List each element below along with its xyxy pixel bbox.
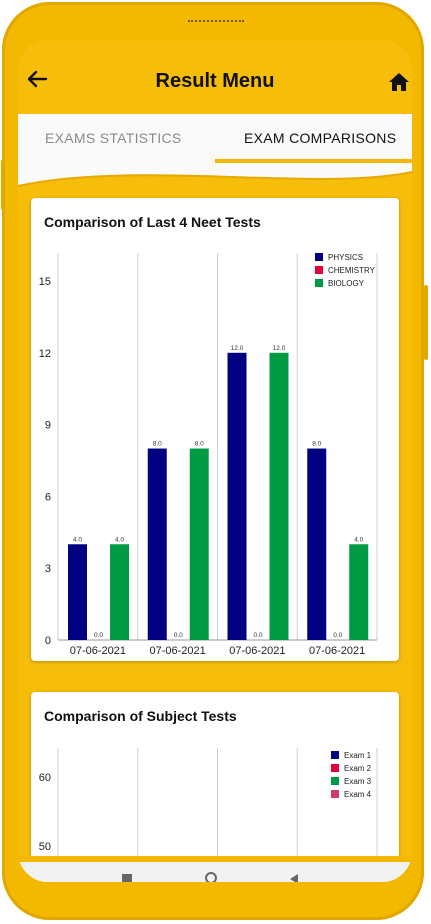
bar-physics [227, 352, 247, 640]
bar-physics [147, 448, 167, 640]
data-label: 4.0 [115, 536, 124, 543]
bar-biology [269, 352, 289, 640]
bar-physics [307, 448, 327, 640]
legend-entry: Exam 2 [344, 764, 372, 773]
legend-swatch [315, 266, 323, 274]
y-tick-label: 12 [39, 348, 51, 360]
legend-entry: Exam 3 [344, 777, 372, 786]
chart-title: Comparison of Last 4 Neet Tests [44, 214, 261, 230]
bar-biology [110, 544, 129, 640]
y-tick-label: 15 [39, 276, 51, 288]
system-nav-bar [18, 862, 412, 882]
legend-entry: PHYSICS [328, 253, 363, 262]
chart-title: Comparison of Subject Tests [44, 708, 237, 724]
data-label: 12.0 [273, 345, 286, 352]
data-label: 0.0 [253, 632, 262, 639]
legend-entry: Exam 1 [344, 751, 372, 760]
legend-entry: BIOLOGY [328, 279, 365, 288]
legend-swatch [315, 279, 323, 287]
y-tick-label: 6 [45, 491, 51, 503]
chart-card-subject-tests: Comparison of Subject Tests 50 60 Exam 1 Ex… [31, 692, 399, 882]
legend-swatch [315, 253, 323, 261]
page-title: Result Menu [155, 70, 275, 92]
y-tick-label: 0 [45, 635, 51, 647]
bar-chart-neet-tests: 0 3 6 9 12 15 4.0 0.0 4.0 07-06-2021 8.0 0.0 8.0 07-0… [39, 253, 378, 657]
bar-biology [189, 448, 209, 640]
data-label: 8.0 [312, 441, 321, 448]
x-tick-label: 07-06-2021 [70, 645, 126, 657]
x-tick-label: 07-06-2021 [229, 645, 285, 657]
legend-swatch [331, 751, 339, 759]
legend-swatch [331, 764, 339, 772]
bar-chart-subject-tests: 50 60 Exam 1 Exam 2 Exam 3 Exam 4 [39, 748, 378, 882]
side-button-left [1, 160, 4, 210]
arrow-left-icon[interactable] [26, 68, 48, 90]
legend-entry: CHEMISTRY [328, 266, 376, 275]
tab-exams-statistics[interactable]: EXAMS STATISTICS [45, 130, 182, 146]
y-tick-label: 3 [45, 563, 51, 575]
y-tick-label: 9 [45, 420, 51, 432]
data-label: 8.0 [153, 441, 162, 448]
data-label: 0.0 [174, 632, 183, 639]
speaker-grille [188, 20, 244, 25]
home-icon[interactable] [388, 72, 410, 92]
legend-swatch [331, 777, 339, 785]
y-tick-label: 60 [39, 772, 51, 784]
app-header: Result Menu [18, 40, 412, 114]
y-tick-label: 50 [39, 841, 51, 853]
legend-entry: Exam 4 [344, 790, 372, 799]
bottom-accent-bar [18, 856, 412, 862]
data-label: 4.0 [73, 536, 82, 543]
tab-exam-comparisons[interactable]: EXAM COMPARISONS [244, 130, 397, 146]
recents-icon[interactable] [122, 874, 132, 882]
home-nav-icon[interactable] [205, 872, 217, 882]
x-tick-label: 07-06-2021 [309, 645, 365, 657]
back-nav-icon[interactable] [290, 874, 298, 882]
data-label: 0.0 [333, 632, 342, 639]
active-tab-indicator [215, 159, 412, 163]
data-label: 8.0 [195, 441, 204, 448]
x-tick-label: 07-06-2021 [149, 645, 205, 657]
data-label: 4.0 [354, 536, 363, 543]
app-screen: Result Menu EXAMS STATISTICS EXAM COMPAR… [18, 40, 412, 882]
bar-biology [349, 544, 369, 640]
chart-card-neet-tests: Comparison of Last 4 Neet Tests 0 3 6 9 12 15… [31, 198, 399, 661]
data-label: 12.0 [231, 345, 244, 352]
tab-bar: EXAMS STATISTICS EXAM COMPARISONS [18, 114, 412, 164]
legend-swatch [331, 790, 339, 798]
side-button-right [424, 285, 428, 360]
bar-physics [68, 544, 87, 640]
header-wave-decoration [18, 164, 412, 187]
data-label: 0.0 [94, 632, 103, 639]
